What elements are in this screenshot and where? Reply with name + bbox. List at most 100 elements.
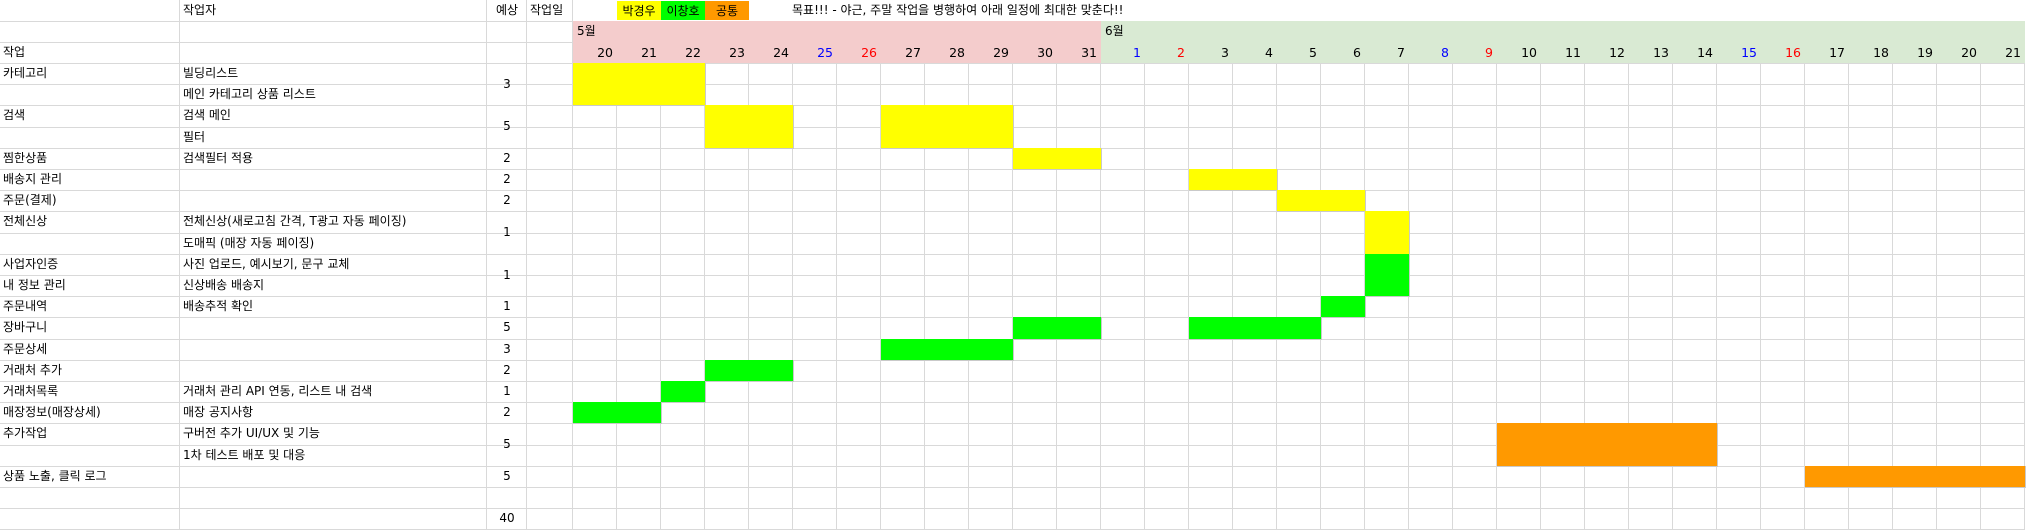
schedule-bar[interactable] (881, 105, 1014, 149)
day-header-cell[interactable]: 23 (729, 45, 745, 60)
day-header-cell[interactable]: 13 (1653, 45, 1669, 60)
legend-common[interactable]: 공통 (705, 1, 749, 20)
detail-cell[interactable] (180, 190, 485, 211)
detail-cell[interactable]: 필터 (183, 129, 206, 144)
task-cell[interactable]: 검색 (3, 108, 26, 123)
day-header-cell[interactable]: 7 (1397, 45, 1405, 60)
task-cell[interactable] (0, 487, 178, 508)
task-cell[interactable]: 찜한상품 (3, 150, 48, 165)
schedule-bar[interactable] (1013, 147, 1102, 170)
task-cell[interactable]: 전체신상 (3, 214, 48, 229)
month-band-1[interactable]: 5월 (573, 21, 1101, 42)
schedule-bar[interactable] (661, 381, 706, 404)
detail-cell[interactable] (180, 487, 485, 508)
estimate-cell[interactable]: 1 (503, 225, 511, 240)
estimate-cell[interactable]: 3 (503, 77, 511, 91)
legend-lee[interactable]: 이창호 (661, 1, 705, 20)
detail-cell[interactable]: 전체신상(새로고침 간격, T광고 자동 페이징) (183, 214, 407, 229)
detail-cell[interactable]: 신상배송 배송지 (183, 278, 265, 292)
day-header-cell[interactable]: 25 (817, 45, 833, 60)
estimate-cell[interactable]: 5 (503, 468, 511, 483)
task-cell[interactable] (0, 127, 178, 148)
task-cell[interactable] (0, 445, 178, 466)
schedule-bar[interactable] (1277, 190, 1366, 213)
day-header-cell[interactable]: 2 (1177, 45, 1185, 60)
detail-cell[interactable]: 사진 업로드, 예시보기, 문구 교체 (183, 256, 350, 271)
detail-cell[interactable]: 매장 공지사항 (183, 405, 254, 420)
task-cell[interactable]: 장바구니 (3, 320, 48, 335)
schedule-bar[interactable] (1013, 317, 1102, 340)
detail-cell[interactable]: 거래처 관리 API 연동, 리스트 내 검색 (183, 384, 373, 398)
day-header-cell[interactable]: 12 (1609, 45, 1625, 60)
schedule-bar[interactable] (1497, 423, 1718, 467)
schedule-bar[interactable] (573, 402, 662, 425)
day-header-cell[interactable]: 29 (993, 45, 1009, 60)
estimate-cell[interactable]: 5 (503, 320, 511, 335)
estimate-cell[interactable]: 2 (503, 362, 511, 377)
day-header-cell[interactable]: 4 (1265, 45, 1273, 60)
detail-cell[interactable]: 1차 테스트 배포 및 대응 (183, 447, 306, 462)
task-cell[interactable]: 주문상세 (3, 341, 48, 356)
detail-cell[interactable] (180, 466, 485, 487)
day-header-cell[interactable]: 6 (1353, 45, 1361, 60)
detail-cell[interactable] (180, 317, 485, 338)
detail-cell[interactable]: 빌딩리스트 (183, 66, 239, 80)
task-cell[interactable] (0, 233, 178, 254)
schedule-bar[interactable] (705, 105, 794, 149)
estimate-cell[interactable]: 2 (503, 193, 511, 208)
schedule-bar[interactable] (881, 338, 1014, 361)
task-cell[interactable] (0, 508, 178, 529)
task-cell[interactable]: 사업자인증 (3, 256, 59, 271)
day-header-cell[interactable]: 3 (1221, 45, 1229, 60)
estimate-cell[interactable]: 5 (503, 119, 511, 134)
task-cell[interactable]: 주문내역 (3, 299, 48, 314)
goal-note[interactable]: 목표!!! - 야근, 주말 작업을 병행하여 아래 일정에 최대한 맞춘다!! (792, 3, 1124, 17)
schedule-bar[interactable] (573, 63, 706, 107)
schedule-bar[interactable] (1189, 317, 1322, 340)
detail-cell[interactable]: 메인 카테고리 상품 리스트 (183, 87, 316, 102)
legend-park[interactable]: 박경우 (617, 1, 661, 20)
estimate-cell[interactable]: 40 (499, 511, 515, 526)
day-header-cell[interactable]: 22 (685, 45, 701, 60)
schedule-bar[interactable] (1365, 211, 1410, 255)
day-header-cell[interactable]: 26 (861, 45, 877, 60)
estimate-cell[interactable]: 1 (503, 267, 511, 282)
schedule-bar[interactable] (1321, 296, 1366, 319)
estimate-cell[interactable]: 2 (503, 150, 511, 165)
day-header-cell[interactable]: 10 (1521, 45, 1537, 60)
detail-cell[interactable]: 배송추적 확인 (183, 299, 254, 314)
detail-cell[interactable] (180, 360, 485, 381)
day-header-cell[interactable]: 27 (905, 45, 921, 60)
day-header-cell[interactable]: 20 (1961, 45, 1977, 60)
day-header-cell[interactable]: 5 (1309, 45, 1317, 60)
task-cell[interactable]: 추가작업 (3, 426, 48, 441)
detail-cell[interactable] (180, 339, 485, 360)
task-cell[interactable]: 내 정보 관리 (3, 278, 66, 292)
day-header-cell[interactable]: 24 (773, 45, 789, 60)
detail-cell[interactable] (180, 169, 485, 190)
schedule-bar[interactable] (1805, 465, 2026, 488)
day-header-cell[interactable]: 11 (1565, 45, 1581, 60)
task-cell[interactable]: 거래처목록 (3, 384, 59, 398)
day-header-cell[interactable]: 21 (641, 45, 657, 60)
estimate-cell[interactable]: 1 (503, 384, 511, 398)
day-header-cell[interactable]: 8 (1441, 45, 1449, 60)
estimate-cell[interactable]: 3 (503, 341, 511, 356)
day-header-cell[interactable]: 9 (1485, 45, 1493, 60)
detail-cell[interactable]: 구버전 추가 UI/UX 및 기능 (183, 426, 320, 441)
day-header-cell[interactable]: 21 (2005, 45, 2021, 60)
column-header-workday[interactable]: 작업일 (530, 3, 564, 17)
estimate-cell[interactable] (487, 487, 527, 508)
task-cell[interactable]: 매장정보(매장상세) (3, 405, 101, 420)
detail-cell[interactable] (180, 508, 485, 529)
day-header-cell[interactable]: 30 (1037, 45, 1053, 60)
day-header-cell[interactable]: 20 (597, 45, 613, 60)
task-cell[interactable]: 주문(결제) (3, 193, 57, 208)
task-cell[interactable]: 카테고리 (3, 66, 48, 80)
column-header-estimate[interactable]: 예상 (495, 3, 519, 17)
day-header-cell[interactable]: 1 (1133, 45, 1141, 60)
day-header-cell[interactable]: 15 (1741, 45, 1757, 60)
month-band-2[interactable]: 6월 (1101, 21, 2025, 42)
detail-cell[interactable]: 검색 메인 (183, 108, 231, 123)
task-cell[interactable]: 상품 노출, 클릭 로그 (3, 468, 107, 483)
